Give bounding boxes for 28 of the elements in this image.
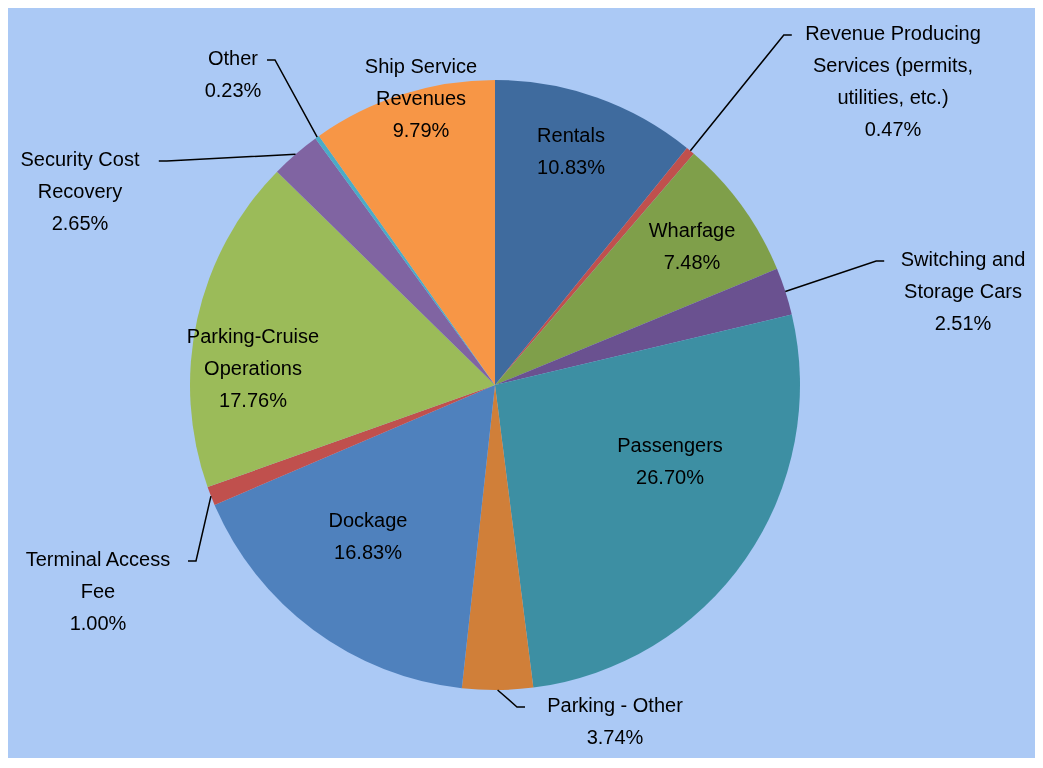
data-label: 2.65% (51, 212, 109, 235)
slice-label: Passengers (617, 434, 723, 457)
slice-label: Security Cost Recovery (20, 148, 140, 203)
slice-label: Revenue Producing Services (permits, utilities, etc.) (805, 22, 981, 109)
pie-slice (495, 314, 800, 688)
slice-label: Parking - Other (547, 694, 684, 717)
data-label: 7.48% (663, 251, 721, 274)
data-label: 1.00% (69, 612, 127, 635)
data-label: 0.47% (864, 118, 922, 141)
pie-slice (495, 153, 778, 385)
slice-label: Dockage (328, 509, 408, 532)
data-label: 17.76% (219, 389, 288, 412)
data-label: 16.83% (334, 541, 403, 564)
data-label: 2.51% (934, 312, 992, 335)
pie-slice (190, 171, 495, 488)
slice-label: Terminal Access Fee (25, 548, 171, 603)
slice-label: Wharfage (648, 219, 736, 242)
pie-slice (318, 80, 495, 385)
slice-label: Switching and Storage Cars (900, 248, 1026, 303)
data-label: 0.23% (204, 79, 262, 102)
slice-label: Rentals (537, 124, 605, 147)
slice-label: Other (207, 47, 259, 70)
data-label: 26.70% (636, 466, 705, 489)
pie-slice (495, 268, 792, 385)
data-label: 9.79% (392, 119, 450, 142)
data-label: 10.83% (537, 156, 606, 179)
data-label: 3.74% (586, 726, 644, 749)
pie-slice (214, 385, 495, 689)
